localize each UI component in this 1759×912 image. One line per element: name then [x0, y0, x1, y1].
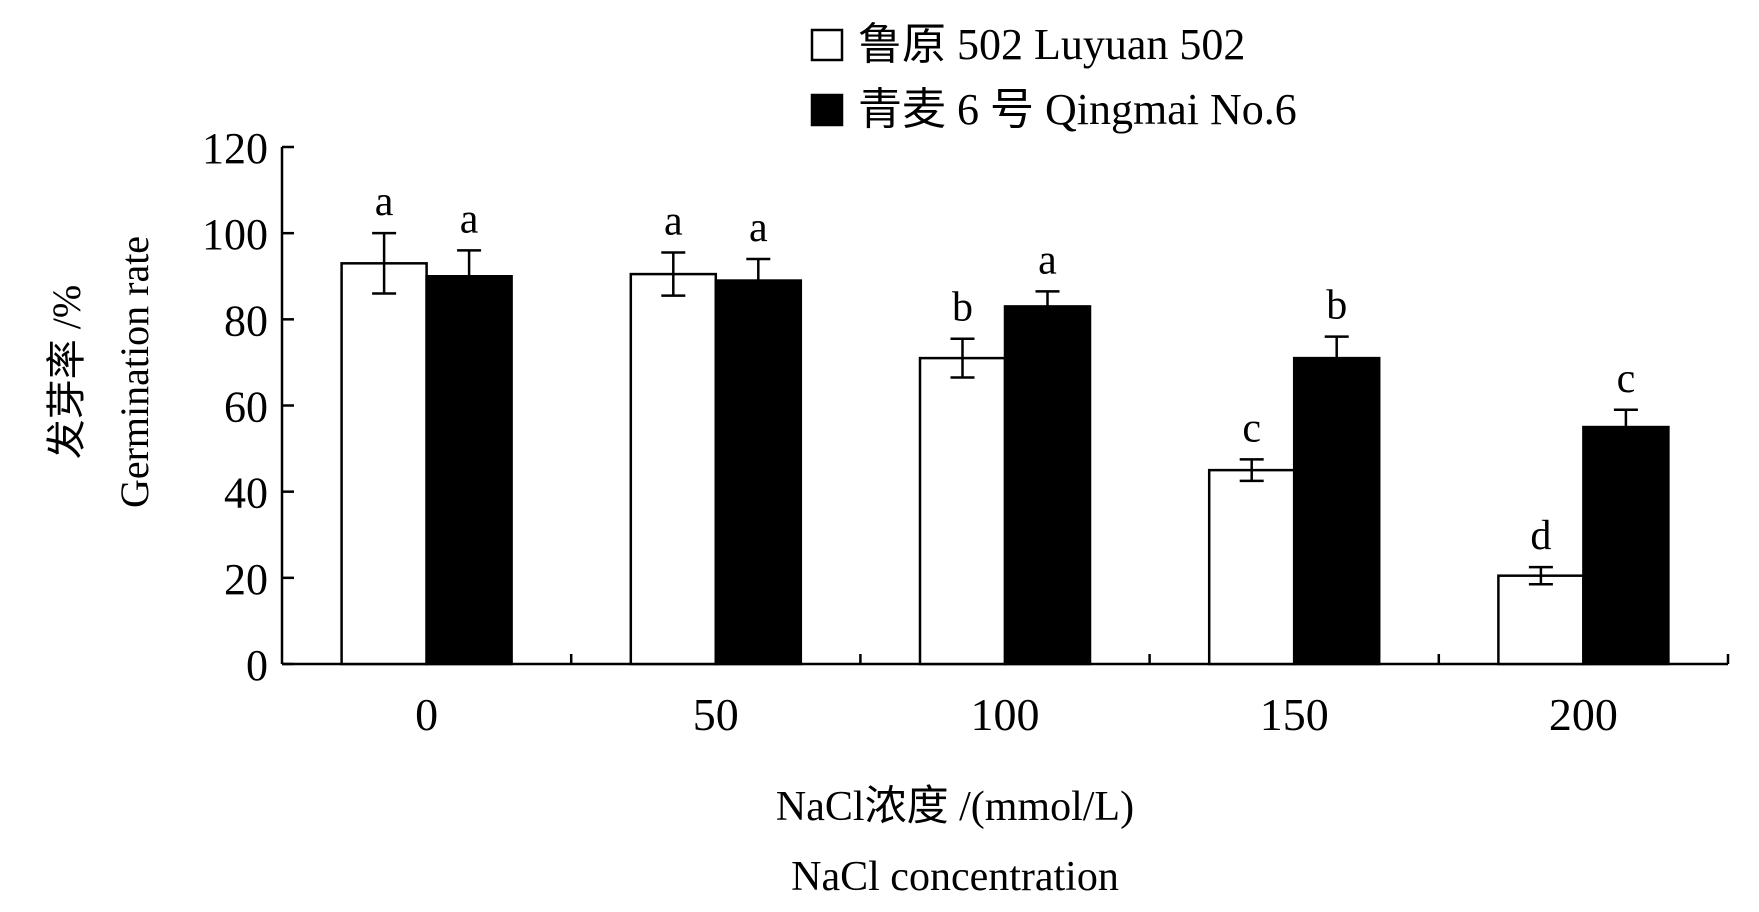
x-tick-label: 150	[1260, 689, 1329, 740]
bar	[340, 262, 428, 666]
bar	[1292, 356, 1381, 666]
bar	[629, 272, 718, 666]
x-tick-label: 0	[415, 689, 438, 740]
significance-letter: a	[375, 179, 394, 225]
y-axis-label-en: Germination rate	[112, 236, 157, 508]
significance-letter: a	[749, 205, 768, 251]
bar	[918, 356, 1007, 666]
y-tick-label: 40	[224, 469, 268, 518]
legend: 鲁原 502 Luyuan 502 青麦 6 号 Qingmai No.6	[810, 20, 1297, 134]
legend-swatch	[810, 93, 844, 127]
error-bars	[372, 231, 1638, 586]
bar	[1207, 468, 1296, 666]
bar	[1003, 305, 1092, 666]
significance-letter: c	[1617, 356, 1636, 402]
significance-letter: d	[1530, 513, 1551, 559]
x-tick-label: 100	[971, 689, 1040, 740]
significance-letters: a a b c d a a a b c	[375, 179, 1635, 559]
x-tick-label: 50	[693, 689, 739, 740]
bar	[1582, 425, 1670, 666]
bars	[340, 262, 1670, 666]
significance-letter: a	[460, 196, 479, 242]
significance-letter: b	[952, 285, 973, 331]
x-axis-label-en: NaCl concentration	[791, 854, 1119, 900]
y-axis-label-cn: 发芽率 /%	[44, 285, 89, 459]
significance-letter: a	[664, 199, 683, 245]
significance-letter: c	[1242, 405, 1261, 451]
significance-letter: a	[1038, 237, 1057, 283]
y-tick-label: 100	[202, 210, 268, 259]
legend-swatch	[810, 28, 844, 62]
y-tick-label: 20	[224, 555, 268, 604]
bar	[1497, 574, 1585, 666]
x-axis-label-cn: NaCl浓度 /(mmol/L)	[776, 784, 1134, 830]
y-tick-label: 80	[224, 296, 268, 345]
significance-letter: b	[1326, 283, 1347, 329]
axes: 0 20 40 60 80 100 120 0 50 100 150 200	[202, 124, 1730, 740]
y-tick-label: 0	[246, 641, 268, 690]
y-tick-label: 60	[224, 383, 268, 432]
x-tick-label: 200	[1549, 689, 1618, 740]
legend-label: 鲁原 502 Luyuan 502	[858, 20, 1245, 69]
y-tick-label: 120	[202, 124, 268, 173]
bar	[425, 275, 513, 666]
bar	[714, 279, 803, 666]
legend-label: 青麦 6 号 Qingmai No.6	[858, 85, 1297, 134]
